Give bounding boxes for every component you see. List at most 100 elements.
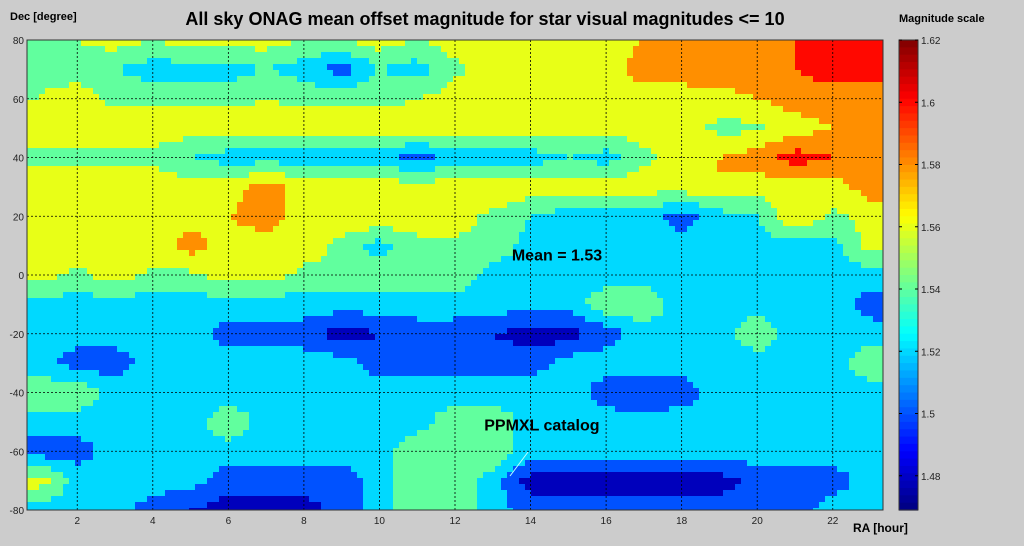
contour-cell — [675, 244, 682, 251]
contour-cell — [591, 214, 598, 221]
contour-cell — [759, 70, 766, 77]
contour-cell — [729, 142, 736, 149]
contour-cell — [189, 70, 196, 77]
contour-cell — [75, 58, 82, 65]
contour-cell — [255, 52, 262, 59]
contour-cell — [627, 190, 634, 197]
contour-cell — [195, 112, 202, 119]
contour-cell — [735, 190, 742, 197]
contour-cell — [27, 232, 34, 239]
contour-cell — [621, 148, 628, 155]
contour-cell — [501, 184, 508, 191]
contour-cell — [867, 124, 874, 131]
contour-cell — [747, 148, 754, 155]
contour-cell — [645, 238, 652, 245]
contour-cell — [831, 40, 838, 47]
contour-cell — [675, 190, 682, 197]
contour-cell — [543, 124, 550, 131]
contour-cell — [705, 172, 712, 179]
contour-cell — [747, 220, 754, 227]
contour-cell — [255, 220, 262, 227]
contour-cell — [483, 244, 490, 251]
contour-cell — [219, 244, 226, 251]
contour-cell — [339, 82, 346, 89]
contour-cell — [189, 124, 196, 131]
contour-cell — [27, 94, 34, 101]
contour-cell — [675, 196, 682, 203]
contour-cell — [525, 166, 532, 173]
contour-cell — [549, 160, 556, 167]
contour-cell — [195, 244, 202, 251]
contour-cell — [339, 100, 346, 107]
contour-cell — [537, 100, 544, 107]
contour-cell — [339, 220, 346, 227]
contour-cell — [303, 46, 310, 53]
contour-cell — [831, 76, 838, 83]
contour-cell — [819, 178, 826, 185]
contour-cell — [711, 208, 718, 215]
contour-cell — [249, 64, 256, 71]
contour-cell — [105, 160, 112, 167]
contour-cell — [51, 70, 58, 77]
contour-cell — [693, 142, 700, 149]
contour-cell — [255, 244, 262, 251]
contour-cell — [465, 136, 472, 143]
contour-cell — [801, 94, 808, 101]
contour-cell — [249, 70, 256, 77]
contour-cell — [489, 208, 496, 215]
contour-cell — [345, 166, 352, 173]
contour-cell — [873, 94, 880, 101]
contour-cell — [855, 40, 862, 47]
contour-cell — [615, 106, 622, 113]
contour-cell — [57, 112, 64, 119]
contour-cell — [561, 226, 568, 233]
contour-cell — [705, 208, 712, 215]
contour-cell — [117, 112, 124, 119]
contour-cell — [321, 130, 328, 137]
contour-cell — [309, 58, 316, 65]
contour-cell — [543, 106, 550, 113]
contour-cell — [483, 58, 490, 65]
contour-cell — [567, 40, 574, 47]
contour-cell — [171, 100, 178, 107]
contour-cell — [123, 148, 130, 155]
contour-cell — [537, 178, 544, 185]
contour-cell — [723, 118, 730, 125]
contour-cell — [813, 232, 820, 239]
contour-cell — [771, 136, 778, 143]
contour-cell — [69, 94, 76, 101]
contour-cell — [681, 214, 688, 221]
contour-cell — [747, 82, 754, 89]
contour-cell — [825, 52, 832, 59]
contour-cell — [705, 214, 712, 221]
contour-cell — [75, 166, 82, 173]
contour-cell — [219, 112, 226, 119]
contour-cell — [693, 118, 700, 125]
contour-cell — [315, 118, 322, 125]
contour-cell — [561, 106, 568, 113]
contour-cell — [687, 112, 694, 119]
contour-cell — [465, 106, 472, 113]
contour-cell — [681, 70, 688, 77]
contour-cell — [309, 124, 316, 131]
contour-cell — [741, 94, 748, 101]
contour-cell — [423, 136, 430, 143]
contour-cell — [669, 76, 676, 83]
contour-cell — [825, 94, 832, 101]
contour-cell — [135, 232, 142, 239]
contour-cell — [249, 208, 256, 215]
contour-cell — [219, 238, 226, 245]
contour-cell — [441, 226, 448, 233]
contour-cell — [369, 244, 376, 251]
contour-cell — [417, 40, 424, 47]
contour-cell — [315, 238, 322, 245]
contour-cell — [687, 40, 694, 47]
contour-cell — [849, 220, 856, 227]
contour-cell — [411, 40, 418, 47]
contour-cell — [207, 118, 214, 125]
contour-cell — [399, 112, 406, 119]
contour-cell — [771, 82, 778, 89]
contour-cell — [795, 52, 802, 59]
contour-cell — [165, 142, 172, 149]
contour-cell — [597, 106, 604, 113]
